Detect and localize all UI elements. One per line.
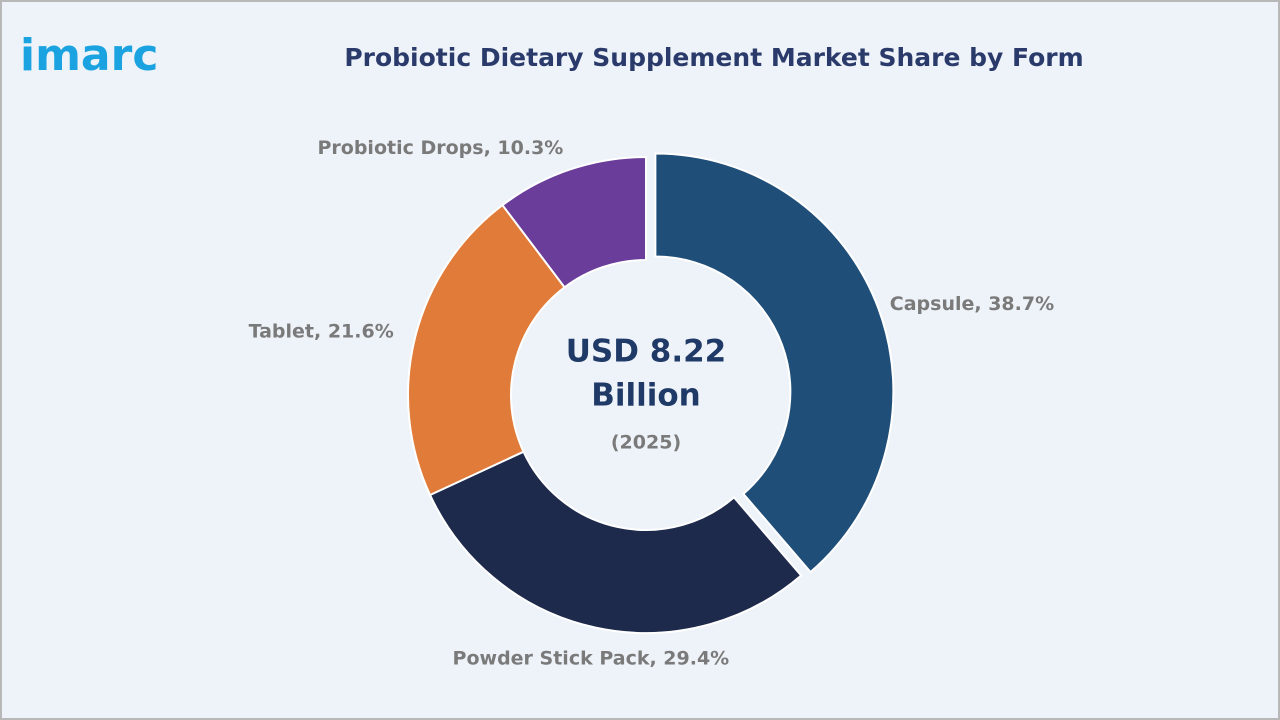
slice [407,203,567,497]
center-label: USD 8.22 [566,334,727,370]
slice [428,450,803,634]
slice [501,155,647,289]
slice [654,152,895,574]
data-label: Powder Stick Pack, 29.4% [453,648,730,670]
center-sublabel: (2025) [611,432,681,454]
center-label: Billion [591,378,701,414]
data-label: Capsule, 38.7% [890,293,1054,315]
logo: imarc [20,30,158,81]
data-label: Probiotic Drops, 10.3% [317,137,563,159]
data-label: Tablet, 21.6% [249,320,394,342]
chart-title: Probiotic Dietary Supplement Market Shar… [344,43,1083,72]
